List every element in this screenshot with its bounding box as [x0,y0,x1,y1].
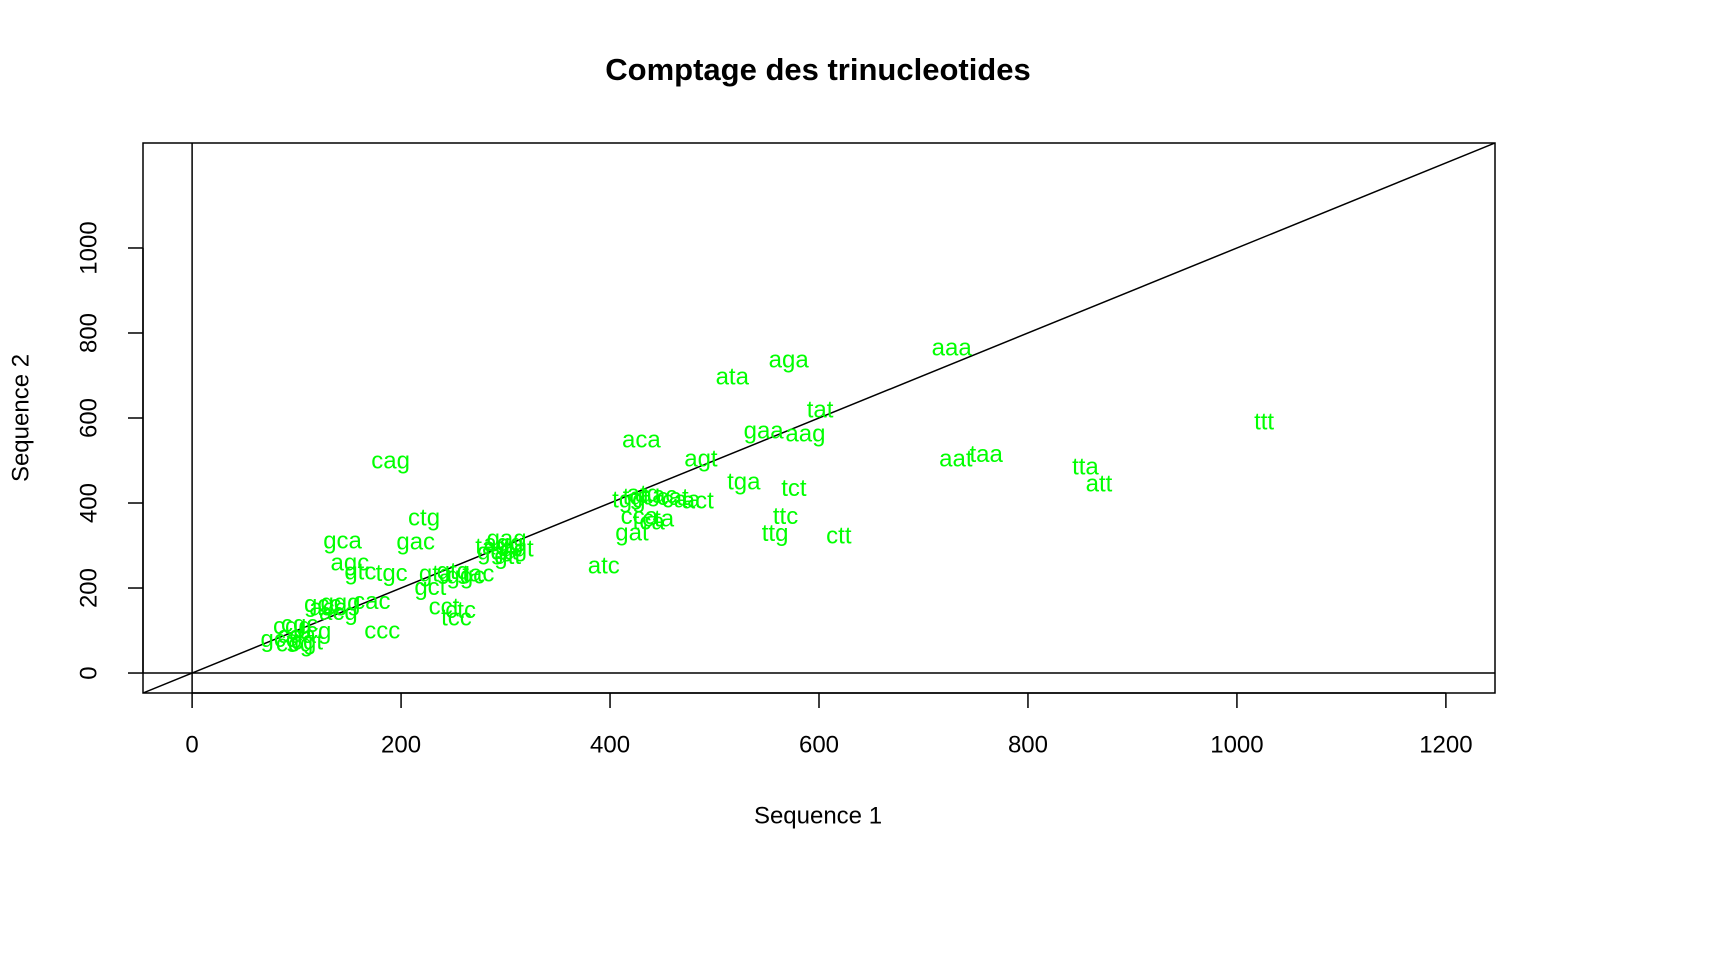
point-label: tga [727,468,761,495]
x-tick-label: 0 [185,731,198,758]
x-tick-label: 1000 [1210,731,1263,758]
point-label: gac [396,528,435,555]
x-tick-label: 400 [590,731,630,758]
point-label: aat [939,445,973,472]
point-label: ggt [500,536,534,563]
point-label: cgg [273,613,312,640]
point-label: gct [414,574,446,601]
point-label: gtc [344,558,376,585]
point-label: aga [769,346,810,373]
x-axis-label: Sequence 1 [754,802,882,829]
point-label: gca [323,527,362,554]
point-label: ggc [446,563,485,590]
point-label: gcg [261,626,300,653]
point-label: act [682,488,714,515]
point-label: tac [462,561,494,588]
point-label: acg [319,599,358,626]
x-tick-label: 200 [381,731,421,758]
point-label: tcg [299,618,331,645]
point-label: agg [483,530,523,557]
point-label: aca [622,426,661,453]
point-label: gga [477,539,518,566]
point-label: gaa [744,417,785,444]
chart-title: Comptage des trinucleotides [605,52,1030,87]
point-label: tta [1072,453,1099,480]
point-label: tgc [376,560,408,587]
point-label: cct [429,593,460,620]
point-label: aaa [932,334,973,361]
point-label: taa [969,441,1003,468]
y-tick-label: 800 [75,313,102,353]
point-label: aac [639,482,678,509]
point-label: atg [627,481,660,508]
diagonal-line [143,143,1495,693]
point-label: ttc [773,503,798,530]
y-tick-label: 200 [75,568,102,608]
point-label: ctt [826,522,852,549]
point-label: gag [487,525,527,552]
point-label: cag [371,448,410,475]
y-axis-label: Sequence 2 [7,354,34,482]
point-label: cca [621,503,659,530]
point-label: cat [657,484,689,511]
point-label: agt [684,445,718,472]
point-label: tgt [623,483,650,510]
point-label: tgg [612,487,645,514]
point-label: tct [781,475,807,502]
point-label: cga [277,622,316,649]
point-label: ccg [276,630,313,657]
x-tick-label: 600 [799,731,839,758]
point-label: ctc [445,597,476,624]
point-label: cac [353,588,390,615]
y-tick-label: 0 [75,666,102,679]
point-label: tcc [441,604,472,631]
point-label: gcc [304,591,341,618]
point-label: ttg [762,520,789,547]
point-label: cgc [281,611,318,638]
point-label: gat [615,519,649,546]
point-label: ctg [408,505,440,532]
point-label: ggg [320,590,360,617]
point-label: cgt [291,629,323,656]
point-label: gtt [494,543,521,570]
point-label: ccc [364,618,400,645]
point-label: atc [588,553,620,580]
point-label: att [1086,470,1113,497]
point-label: caa [662,487,701,514]
point-label: gtg [437,558,470,585]
y-tick-label: 600 [75,398,102,438]
point-label: tag [475,533,508,560]
point-label: ata [716,363,750,390]
point-label: tca [633,508,666,535]
x-tick-label: 1200 [1419,731,1472,758]
point-label: agc [331,550,370,577]
point-label: tat [807,397,834,424]
point-label: acc [309,595,346,622]
point-label: ttt [1254,408,1274,435]
point-label: gta [419,561,453,588]
point-label: cta [642,505,675,532]
y-tick-label: 400 [75,483,102,523]
point-label: aag [785,420,825,447]
y-tick-label: 1000 [75,221,102,274]
x-tick-label: 800 [1008,731,1048,758]
